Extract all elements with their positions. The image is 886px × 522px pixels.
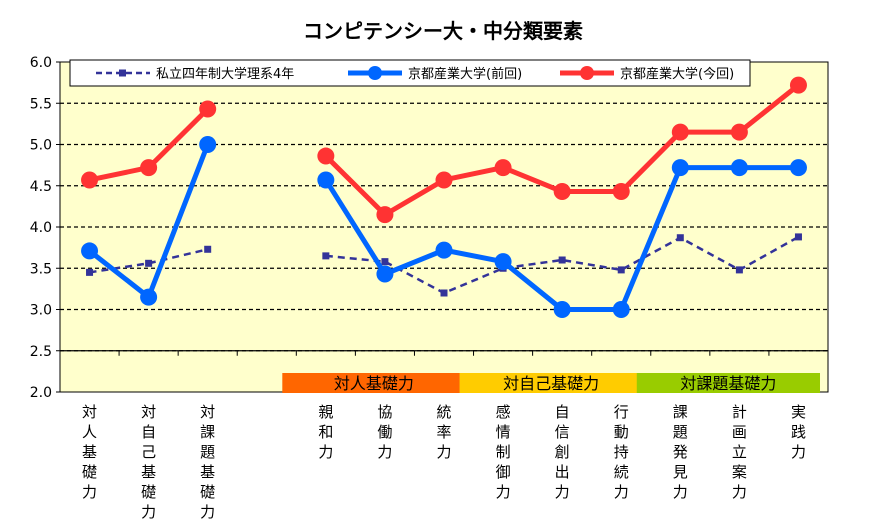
x-tick-label: 協働力 bbox=[377, 403, 392, 461]
chart-title: コンピテンシー大・中分類要素 bbox=[303, 19, 583, 43]
y-tick-label: 5.5 bbox=[30, 96, 52, 112]
data-point bbox=[558, 256, 566, 264]
data-point bbox=[317, 171, 335, 189]
x-tick-label: 実践力 bbox=[791, 403, 806, 461]
data-point bbox=[440, 289, 448, 297]
data-point bbox=[671, 123, 689, 141]
x-tick-label: 対課題基礎力 bbox=[200, 403, 215, 521]
legend: 私立四年制大学理系4年 京都産業大学(前回) 京都産業大学(今回) bbox=[69, 59, 751, 87]
y-tick-label: 2.0 bbox=[30, 385, 52, 401]
x-tick-label: 統率力 bbox=[436, 403, 451, 461]
y-tick-label: 4.0 bbox=[30, 220, 52, 236]
x-tick-label: 行動持続力 bbox=[614, 403, 629, 501]
y-tick-label: 3.5 bbox=[30, 261, 52, 277]
data-point bbox=[81, 242, 99, 260]
y-tick-label: 5.0 bbox=[30, 138, 52, 154]
series-line bbox=[325, 235, 800, 295]
series-line bbox=[89, 248, 208, 274]
data-point bbox=[322, 252, 330, 260]
legend-box bbox=[69, 59, 751, 87]
data-point bbox=[376, 265, 394, 283]
data-point bbox=[671, 159, 689, 177]
data-point bbox=[317, 147, 335, 165]
data-point bbox=[730, 159, 748, 177]
data-point bbox=[617, 266, 625, 274]
x-tick-label: 自信創出力 bbox=[555, 403, 570, 501]
data-point bbox=[735, 266, 743, 274]
data-point bbox=[435, 171, 453, 189]
data-point bbox=[81, 171, 99, 189]
data-point bbox=[676, 234, 684, 242]
group-band bbox=[459, 373, 643, 393]
group-band-label: 対人基礎力 bbox=[334, 374, 414, 393]
data-point bbox=[86, 268, 94, 276]
data-point bbox=[789, 76, 807, 94]
data-point bbox=[140, 288, 158, 306]
legend-label: 私立四年制大学理系4年 bbox=[156, 66, 294, 82]
data-point bbox=[553, 183, 571, 201]
legend-label: 京都産業大学(前回) bbox=[408, 66, 522, 82]
data-point bbox=[553, 301, 571, 318]
data-point bbox=[145, 259, 153, 267]
group-band-label: 対自己基礎力 bbox=[503, 374, 599, 393]
y-tick-label: 6.0 bbox=[30, 55, 52, 71]
data-point bbox=[435, 241, 453, 259]
data-point bbox=[612, 183, 630, 201]
x-tick-label: 対人基礎力 bbox=[82, 403, 97, 501]
data-point bbox=[204, 245, 212, 253]
data-point bbox=[794, 233, 802, 241]
data-point bbox=[199, 136, 217, 153]
x-tick-label: 感情制御力 bbox=[496, 403, 511, 501]
legend-marker bbox=[580, 66, 594, 80]
data-point bbox=[140, 159, 158, 177]
data-point bbox=[730, 123, 748, 141]
data-point bbox=[199, 100, 217, 118]
y-tick-label: 4.5 bbox=[30, 179, 52, 195]
x-tick-label: 課題発見力 bbox=[673, 403, 688, 501]
data-point bbox=[789, 159, 807, 177]
x-tick-label: 親和力 bbox=[318, 403, 333, 461]
data-point bbox=[494, 253, 512, 271]
legend-label: 京都産業大学(今回) bbox=[620, 66, 734, 82]
y-tick-label: 2.5 bbox=[30, 344, 52, 360]
legend-marker bbox=[368, 66, 382, 80]
data-point bbox=[381, 258, 389, 266]
data-point bbox=[612, 301, 630, 318]
group-band bbox=[636, 373, 820, 393]
legend-marker bbox=[119, 69, 126, 77]
group-band bbox=[282, 373, 466, 393]
data-point bbox=[494, 159, 512, 177]
x-tick-label: 対自己基礎力 bbox=[141, 403, 156, 521]
data-point bbox=[376, 206, 394, 224]
x-tick-label: 計画立案力 bbox=[732, 403, 747, 501]
y-tick-label: 3.0 bbox=[30, 303, 52, 319]
group-band-label: 対課題基礎力 bbox=[680, 374, 776, 393]
